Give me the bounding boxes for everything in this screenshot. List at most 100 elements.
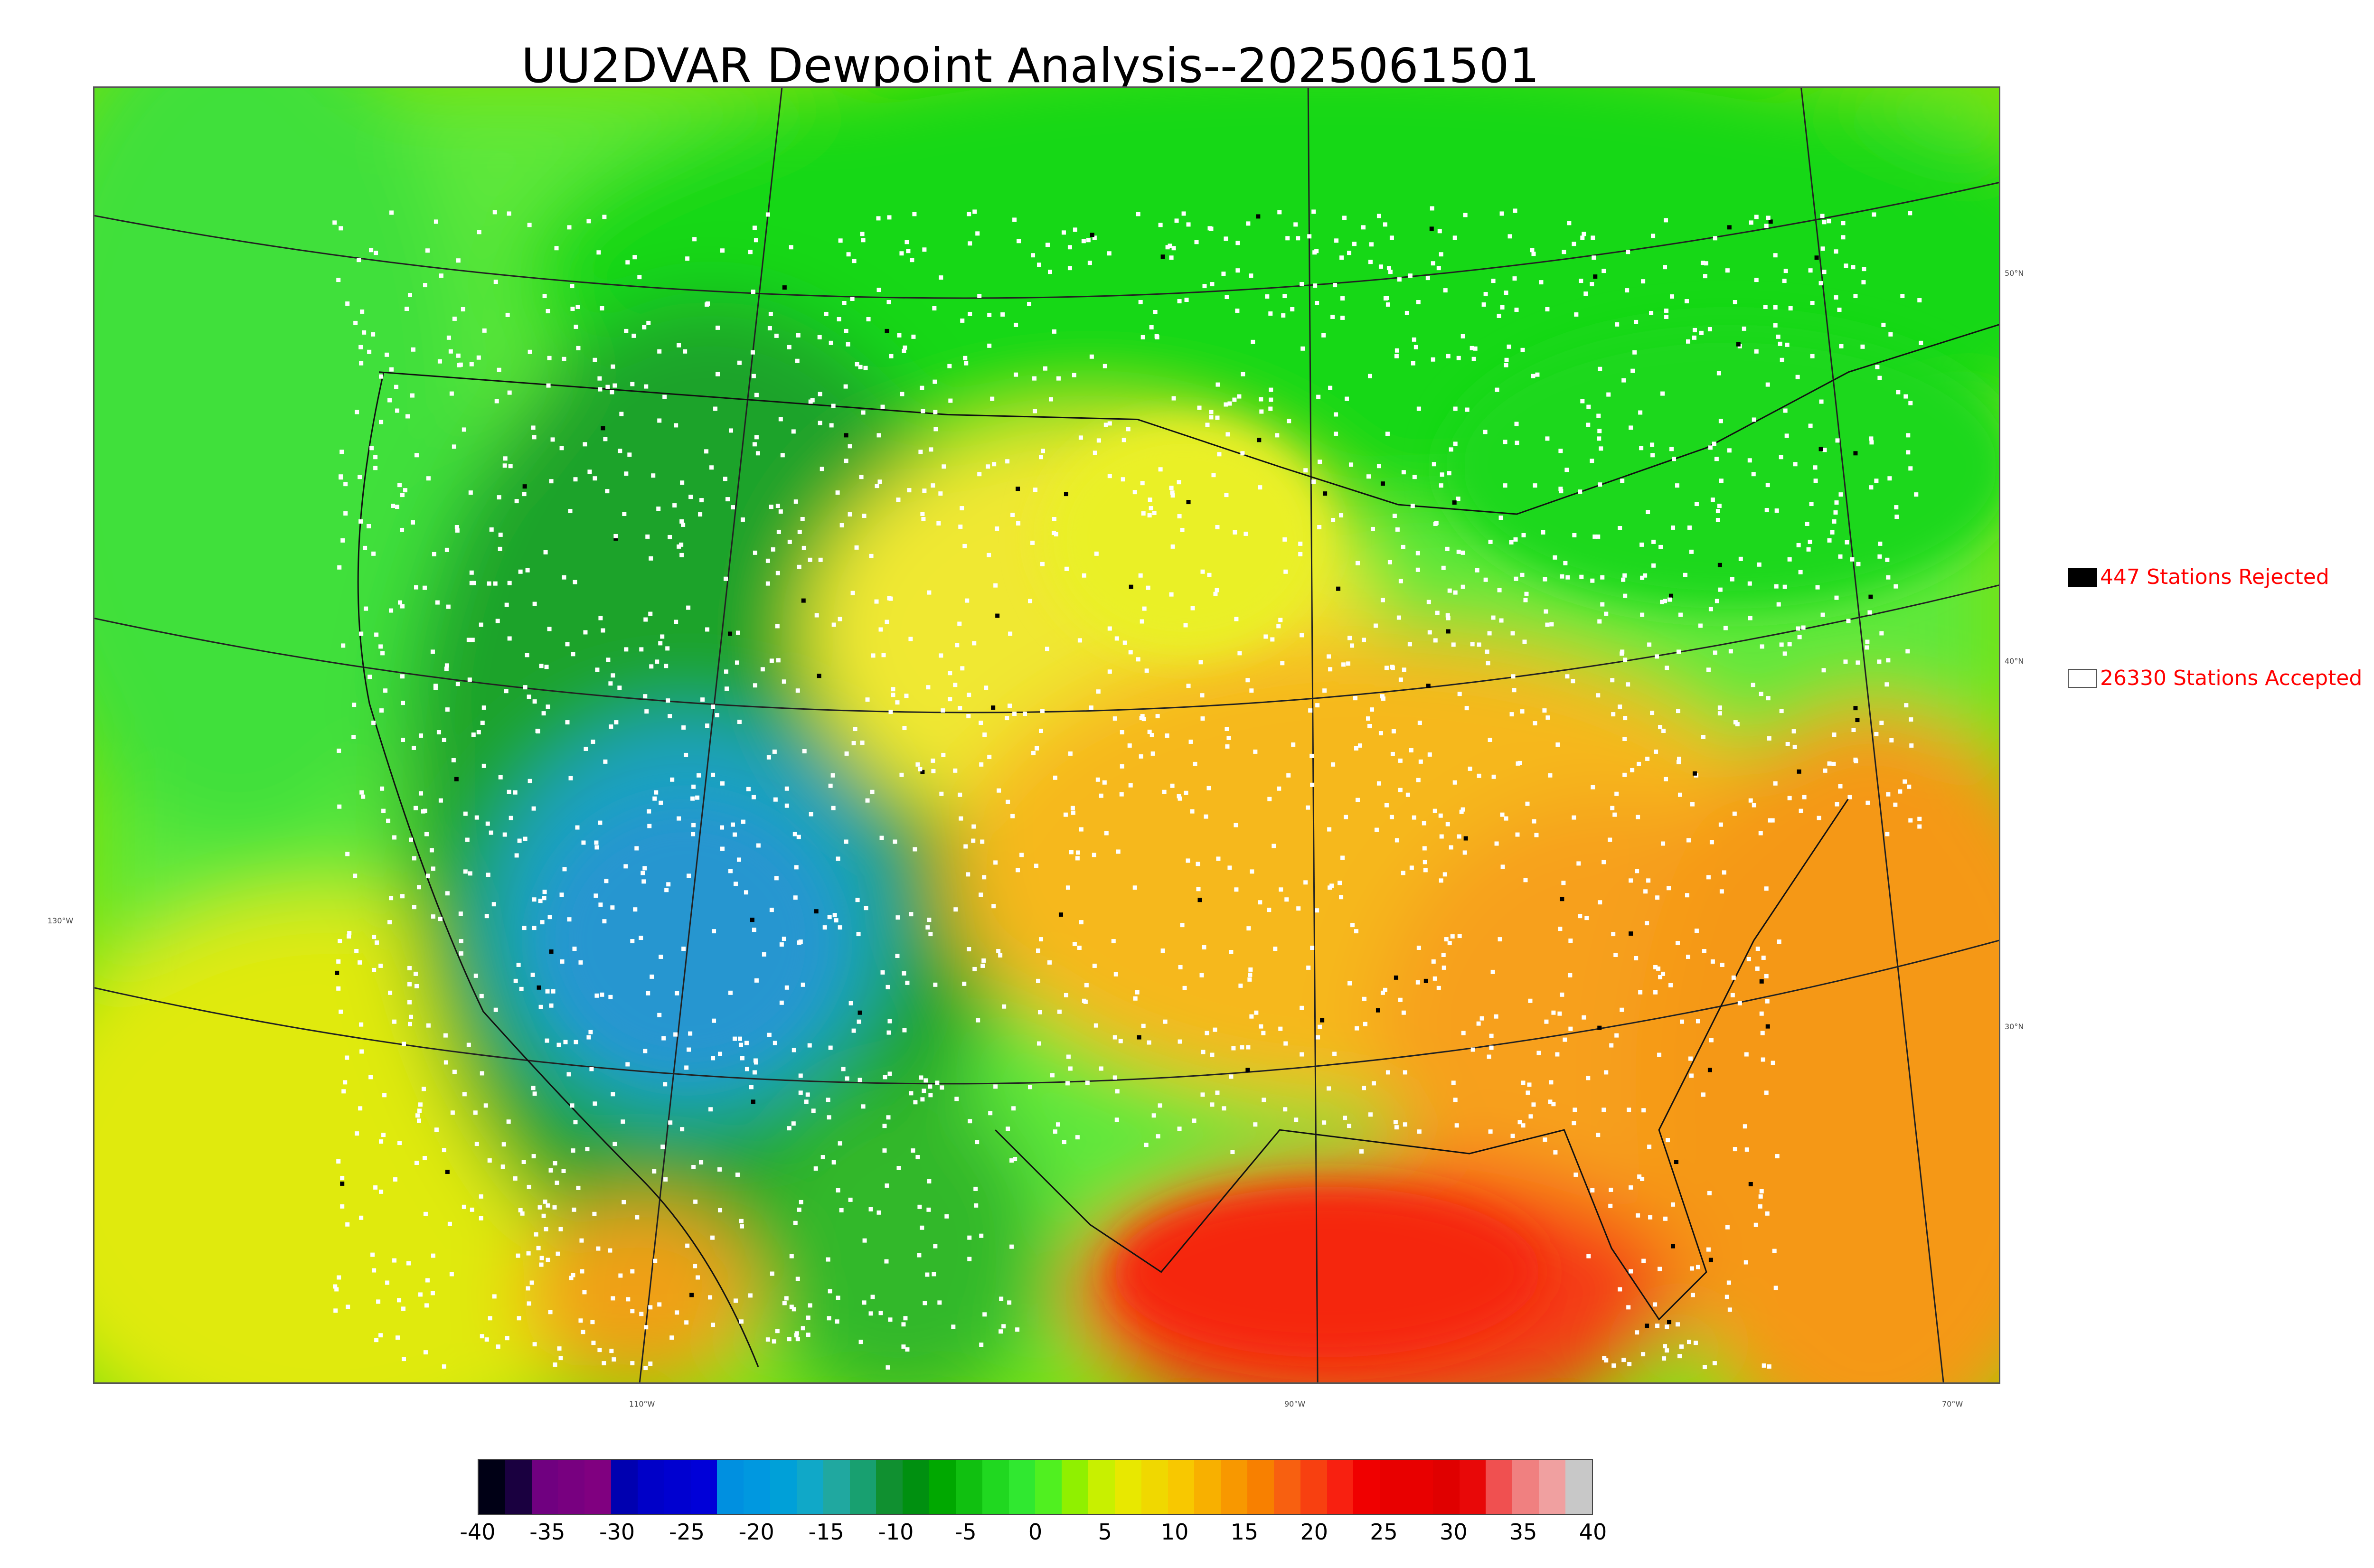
station-marker [424, 832, 429, 836]
station-marker [621, 1119, 625, 1124]
station-marker [1066, 1054, 1071, 1059]
station-marker [1723, 626, 1728, 630]
station-marker [1658, 1267, 1662, 1271]
station-marker [536, 1246, 541, 1250]
station-marker [870, 1295, 875, 1299]
station-marker [1300, 346, 1305, 351]
colorbar-tick-label: 10 [1160, 1519, 1189, 1545]
station-marker [723, 477, 728, 481]
station-marker [1231, 1046, 1236, 1051]
station-marker [804, 1099, 809, 1104]
station-marker [915, 1155, 920, 1160]
station-marker [933, 379, 937, 384]
station-marker [928, 1093, 933, 1098]
station-marker [369, 248, 374, 253]
station-marker [643, 617, 648, 622]
station-marker [1647, 642, 1652, 647]
station-marker [1007, 1300, 1012, 1305]
station-marker [1512, 688, 1517, 693]
dewpoint-map[interactable] [93, 86, 2000, 1384]
station-marker [545, 1038, 549, 1043]
station-marker [1602, 860, 1606, 864]
station-marker [1653, 1302, 1658, 1307]
station-marker [1234, 887, 1239, 892]
station-marker [1346, 661, 1351, 666]
station-marker [1791, 729, 1796, 734]
station-marker [932, 306, 937, 310]
station-marker [827, 1316, 831, 1321]
station-marker [883, 1075, 887, 1080]
station-marker [1635, 1330, 1639, 1335]
station-marker [1778, 341, 1782, 346]
station-marker [1744, 1147, 1749, 1152]
station-marker [1291, 742, 1296, 747]
station-marker [1278, 618, 1283, 622]
station-marker [1261, 1031, 1266, 1035]
station-marker [926, 1207, 931, 1212]
station-marker [1397, 277, 1402, 282]
station-marker [1085, 1080, 1090, 1085]
station-marker [1477, 642, 1481, 647]
station-marker [1909, 717, 1913, 722]
station-marker [1765, 999, 1770, 1004]
station-marker [1453, 406, 1458, 411]
station-marker [580, 1269, 584, 1274]
station-marker [605, 489, 610, 494]
station-marker [913, 847, 917, 852]
station-marker [1823, 768, 1828, 773]
station-marker [1318, 460, 1322, 464]
station-marker [1257, 438, 1262, 442]
station-marker [1186, 500, 1191, 505]
station-marker [1841, 221, 1846, 225]
station-marker [1225, 744, 1230, 749]
station-marker [1574, 312, 1579, 317]
station-marker [1898, 789, 1903, 794]
station-marker [1121, 438, 1126, 442]
station-marker [477, 230, 481, 235]
station-marker [352, 703, 357, 707]
station-marker [1881, 322, 1886, 327]
station-marker [740, 517, 745, 522]
station-marker [1507, 344, 1511, 349]
station-marker [1521, 1123, 1526, 1128]
station-marker [787, 539, 792, 544]
station-marker [408, 293, 412, 298]
station-marker [1860, 344, 1865, 349]
station-marker [1345, 396, 1349, 401]
station-marker [882, 1148, 887, 1153]
station-marker [497, 495, 501, 500]
station-marker [1416, 946, 1421, 950]
station-marker [509, 816, 513, 820]
station-marker [498, 546, 502, 551]
station-marker [659, 800, 663, 805]
station-marker [532, 699, 537, 704]
station-marker [473, 1110, 478, 1115]
station-marker [1578, 489, 1583, 494]
station-marker [967, 947, 971, 951]
station-marker [461, 307, 465, 311]
station-marker [1439, 483, 1443, 488]
station-marker [379, 374, 384, 379]
station-marker [1758, 1194, 1763, 1199]
station-marker [1827, 761, 1832, 766]
station-marker [1451, 642, 1456, 647]
station-marker [543, 550, 548, 554]
station-marker [1227, 401, 1232, 406]
station-marker [1491, 774, 1496, 779]
station-marker [1427, 752, 1432, 757]
station-marker [418, 1102, 423, 1107]
station-marker [796, 333, 801, 338]
station-marker [1367, 374, 1372, 378]
station-marker [696, 1275, 700, 1280]
station-marker [1851, 265, 1856, 270]
station-marker [886, 1365, 890, 1370]
station-marker [1573, 1108, 1577, 1112]
station-marker [1747, 581, 1752, 586]
station-marker [1504, 363, 1508, 367]
station-marker [922, 1089, 926, 1093]
station-marker [531, 806, 536, 811]
station-marker [1802, 795, 1807, 799]
station-marker [1717, 705, 1722, 710]
station-marker [513, 1176, 518, 1181]
station-marker [373, 455, 378, 460]
